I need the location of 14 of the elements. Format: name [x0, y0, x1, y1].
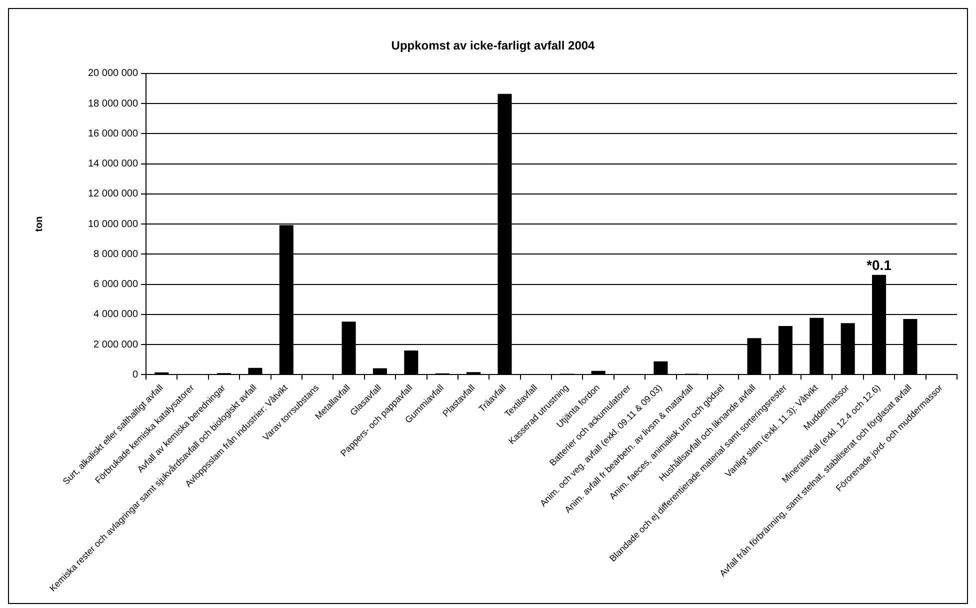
y-tick-label: 6 000 000 [94, 279, 138, 290]
y-tick-label: 4 000 000 [94, 309, 138, 320]
y-tick-label: 0 [132, 369, 138, 380]
y-tick-label: 20 000 000 [88, 68, 138, 80]
annotation: *0.1 [866, 256, 892, 273]
y-tick-label: 10 000 000 [88, 218, 138, 230]
y-tick-label: 16 000 000 [88, 128, 138, 140]
y-axis-title: ton [34, 216, 45, 232]
y-tick-label: 2 000 000 [94, 339, 138, 350]
y-tick-label: 8 000 000 [94, 248, 138, 260]
y-tick-label: 18 000 000 [88, 98, 138, 110]
y-tick-label: 12 000 000 [88, 188, 138, 200]
y-tick-label: 14 000 000 [88, 158, 138, 170]
chart-title: Uppkomst av icke-farligt avfall 2004 [391, 38, 596, 53]
